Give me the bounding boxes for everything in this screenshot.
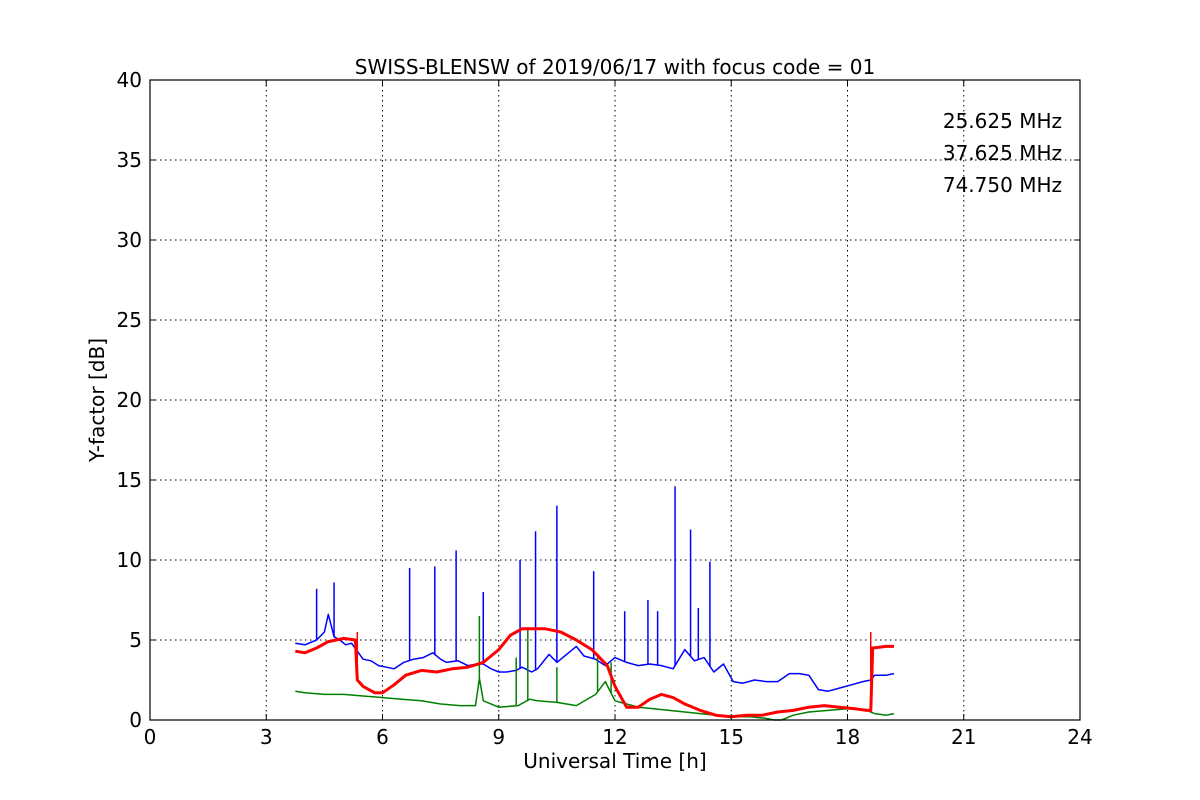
plot-series	[295, 486, 895, 721]
y-tick-label: 30	[117, 228, 142, 252]
y-tick-label: 20	[117, 388, 142, 412]
series-line-2	[295, 677, 895, 721]
legend-entry-series-2: 37.625 MHz	[943, 141, 1062, 165]
legend-entry-series-1: 25.625 MHz	[943, 109, 1062, 133]
x-tick-label: 24	[1067, 725, 1092, 749]
x-tick-label: 18	[835, 725, 860, 749]
legend: 25.625 MHz 37.625 MHz 74.750 MHz	[943, 109, 1062, 197]
legend-entry-series-3: 74.750 MHz	[943, 173, 1062, 197]
series-group-1	[295, 486, 895, 692]
series-group-2	[295, 616, 895, 721]
series-group-3	[295, 627, 894, 719]
y-tick-label: 5	[129, 628, 142, 652]
y-tick-label: 35	[117, 148, 142, 172]
chart-title: SWISS-BLENSW of 2019/06/17 with focus co…	[355, 55, 876, 79]
x-tick-label: 15	[719, 725, 744, 749]
grid	[150, 80, 1080, 720]
y-tick-label: 40	[117, 68, 142, 92]
x-tick-label: 9	[492, 725, 505, 749]
y-tick-label: 10	[117, 548, 142, 572]
y-tick-label: 25	[117, 308, 142, 332]
series-line-3	[295, 627, 894, 719]
axis-ticks: 0 3 6 9 12 15 18 21 24 0 5 10 15 20 25 30 35 40	[117, 68, 1093, 749]
x-tick-label: 6	[376, 725, 389, 749]
x-tick-label: 12	[602, 725, 627, 749]
y-tick-label: 15	[117, 468, 142, 492]
x-tick-label: 21	[951, 725, 976, 749]
x-tick-label: 3	[260, 725, 273, 749]
x-tick-label: 0	[144, 725, 157, 749]
x-axis-label: Universal Time [h]	[523, 749, 706, 773]
y-tick-label: 0	[129, 708, 142, 732]
y-axis-label: Y-factor [dB]	[85, 338, 109, 463]
